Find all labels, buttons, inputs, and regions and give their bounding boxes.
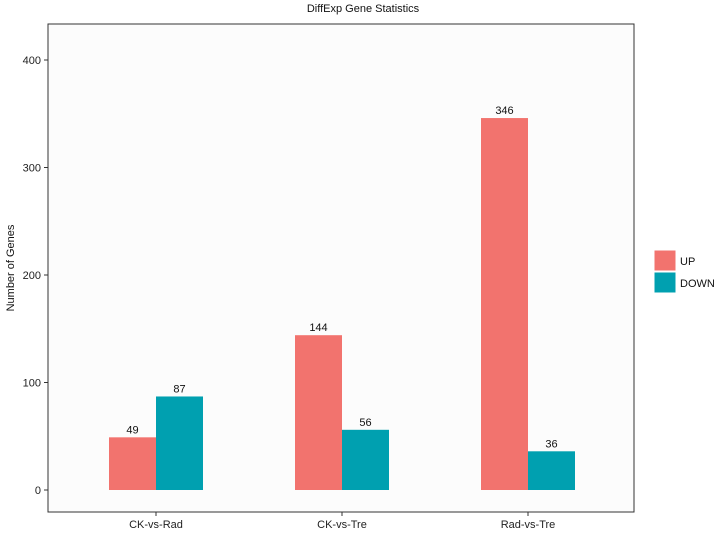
bar-up-rad-vs-tre <box>481 118 528 491</box>
bar-down-rad-vs-tre <box>528 451 575 490</box>
legend-label-up: UP <box>680 256 695 268</box>
y-axis-title: Number of Genes <box>5 224 17 311</box>
bars-group <box>109 118 575 491</box>
y-tick-label: 200 <box>23 270 41 282</box>
data-label: 87 <box>173 383 185 395</box>
y-tick-label: 0 <box>35 485 41 497</box>
y-tick-label: 100 <box>23 378 41 390</box>
y-tick-label: 300 <box>23 163 41 175</box>
x-tick-label: Rad-vs-Tre <box>501 519 556 531</box>
data-labels-group: 49 144 346 87 56 36 <box>126 105 557 450</box>
x-tick-label: CK-vs-Tre <box>317 519 367 531</box>
data-label: 36 <box>545 438 557 450</box>
data-label: 49 <box>126 424 138 436</box>
legend-key-up <box>653 249 677 272</box>
data-label: 56 <box>359 417 371 429</box>
data-label: 346 <box>495 105 513 117</box>
bar-down-ck-vs-tre <box>342 429 389 490</box>
legend-label-down: DOWN <box>680 278 715 290</box>
bar-up-ck-vs-rad <box>109 437 156 490</box>
x-axis: CK-vs-Rad CK-vs-Tre Rad-vs-Tre <box>129 512 555 531</box>
bar-up-ck-vs-tre <box>295 335 342 490</box>
y-tick-label: 400 <box>23 55 41 67</box>
chart-title: DiffExp Gene Statistics <box>307 3 420 15</box>
bar-down-ck-vs-rad <box>156 396 203 490</box>
x-tick-label: CK-vs-Rad <box>129 519 183 531</box>
data-label: 144 <box>309 322 327 334</box>
legend: UP DOWN <box>653 249 715 294</box>
y-axis: 0 100 200 300 400 <box>23 55 48 497</box>
legend-key-down <box>653 271 677 294</box>
